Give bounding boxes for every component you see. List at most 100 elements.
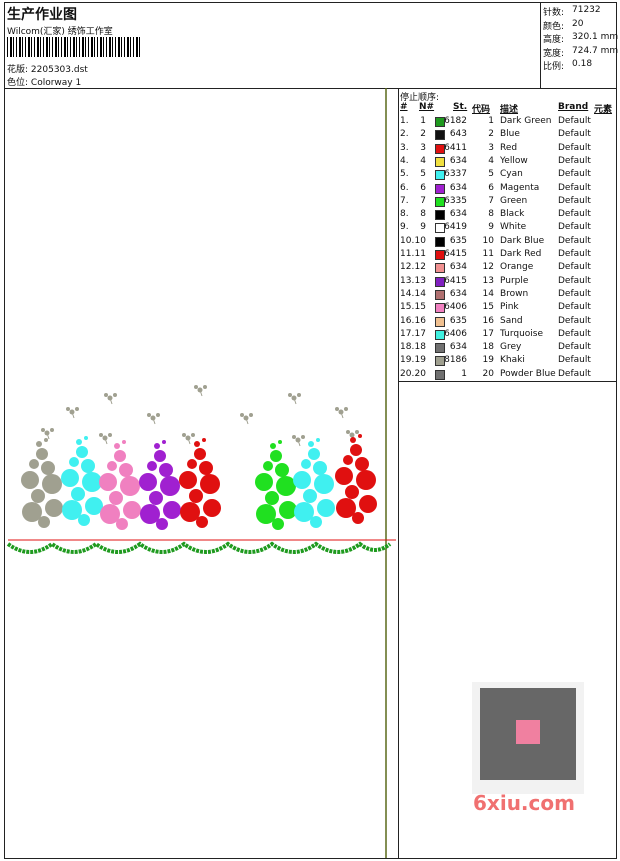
color-swatch: [435, 130, 445, 141]
stitches: 634: [449, 155, 467, 166]
row-index: 19.: [400, 355, 415, 366]
brand: Default: [558, 315, 591, 326]
stitches: 6415: [444, 275, 467, 286]
row-index: 20.: [400, 368, 415, 379]
company: Wilcom(汇家) 绣饰工作室: [7, 27, 113, 37]
color-swatch: [435, 223, 445, 234]
row-index: 5.: [400, 169, 409, 180]
code: 2: [488, 129, 494, 140]
sprigs: [40, 384, 360, 447]
brand: Default: [558, 222, 591, 233]
description: Turquoise: [500, 328, 544, 339]
row-index: 6.: [400, 182, 409, 193]
needle: 6: [420, 182, 426, 193]
needle: 12: [414, 262, 426, 273]
code: 16: [482, 315, 494, 326]
stitches: 634: [449, 342, 467, 353]
table-rule: [398, 381, 617, 382]
brand: Default: [558, 195, 591, 206]
code: 3: [488, 142, 494, 153]
brand: Default: [558, 142, 591, 153]
code: 5: [488, 169, 494, 180]
brand: Default: [558, 355, 591, 366]
description: Orange: [500, 262, 534, 273]
colorway-label: 色位:: [7, 78, 29, 88]
info-label: 比例:: [543, 62, 565, 72]
description: Magenta: [500, 182, 540, 193]
description: Cyan: [500, 169, 523, 180]
row-index: 15.: [400, 302, 415, 313]
stitches: 635: [449, 235, 467, 246]
description: Red: [500, 142, 518, 153]
stitches: 6411: [444, 142, 467, 153]
brand: Default: [558, 342, 591, 353]
color-swatch: [435, 289, 445, 300]
needle: 5: [420, 169, 426, 180]
column-header: St.: [453, 102, 468, 112]
header-rule: [4, 88, 617, 89]
stitches: 635: [449, 315, 467, 326]
stitches: 6406: [444, 328, 467, 339]
brand: Default: [558, 249, 591, 259]
needle: 14: [414, 288, 426, 299]
table-caption: 停止顺序:: [400, 93, 440, 103]
color-swatch: [435, 170, 445, 181]
info-value: 0.18: [572, 59, 593, 69]
info-value: 71232: [572, 5, 601, 15]
needle: 19: [414, 355, 426, 366]
stitches: 634: [449, 182, 467, 193]
needle: 13: [414, 275, 426, 286]
info-value: 320.1 mm: [572, 32, 619, 42]
colorway-value: Colorway 1: [30, 78, 82, 88]
description: Brown: [500, 288, 529, 299]
needle: 8: [420, 209, 426, 220]
brand: Default: [558, 235, 591, 246]
barcode: [7, 37, 140, 57]
column-header: N#: [419, 102, 435, 112]
color-swatch: [435, 210, 445, 221]
info-label: 高度:: [543, 35, 565, 45]
row-index: 8.: [400, 209, 409, 220]
stitches: 1: [461, 368, 467, 379]
column-header: 代码: [472, 105, 491, 115]
stitches: 634: [449, 209, 467, 220]
column-header: #: [400, 102, 408, 112]
code: 6: [488, 182, 494, 193]
description: Grey: [500, 342, 522, 353]
design-value: 2205303.dst: [30, 65, 88, 75]
code: 9: [488, 222, 494, 233]
column-header: 元素: [594, 105, 613, 115]
row-index: 9.: [400, 222, 409, 233]
code: 14: [482, 288, 494, 299]
brand: Default: [558, 368, 591, 379]
frame-bottom: [4, 858, 617, 859]
color-swatch: [435, 276, 445, 287]
color-swatch: [435, 356, 445, 367]
stitches: 6419: [444, 222, 467, 233]
brand: Default: [558, 302, 591, 313]
description: Khaki: [500, 355, 525, 366]
description: Dark Red: [500, 249, 542, 259]
frame-left: [4, 2, 5, 859]
row-index: 4.: [400, 155, 409, 166]
stitches: 6415: [444, 249, 467, 259]
row-index: 14.: [400, 288, 415, 299]
code: 15: [482, 302, 494, 313]
description: White: [500, 222, 527, 233]
row-index: 2.: [400, 129, 409, 140]
code: 18: [482, 342, 494, 353]
color-swatch: [435, 117, 445, 127]
needle: 16: [414, 315, 426, 326]
row-index: 13.: [400, 275, 415, 286]
code: 1: [488, 116, 494, 126]
description: Green: [500, 195, 528, 206]
description: Dark Blue: [500, 235, 545, 246]
needle: 10: [414, 235, 426, 246]
color-swatch: [435, 329, 445, 340]
row-index: 10.: [400, 235, 415, 246]
scallop-border: [6, 541, 392, 554]
code: 10: [482, 235, 494, 246]
color-swatch: [435, 369, 445, 380]
stitches: 6335: [444, 195, 467, 206]
